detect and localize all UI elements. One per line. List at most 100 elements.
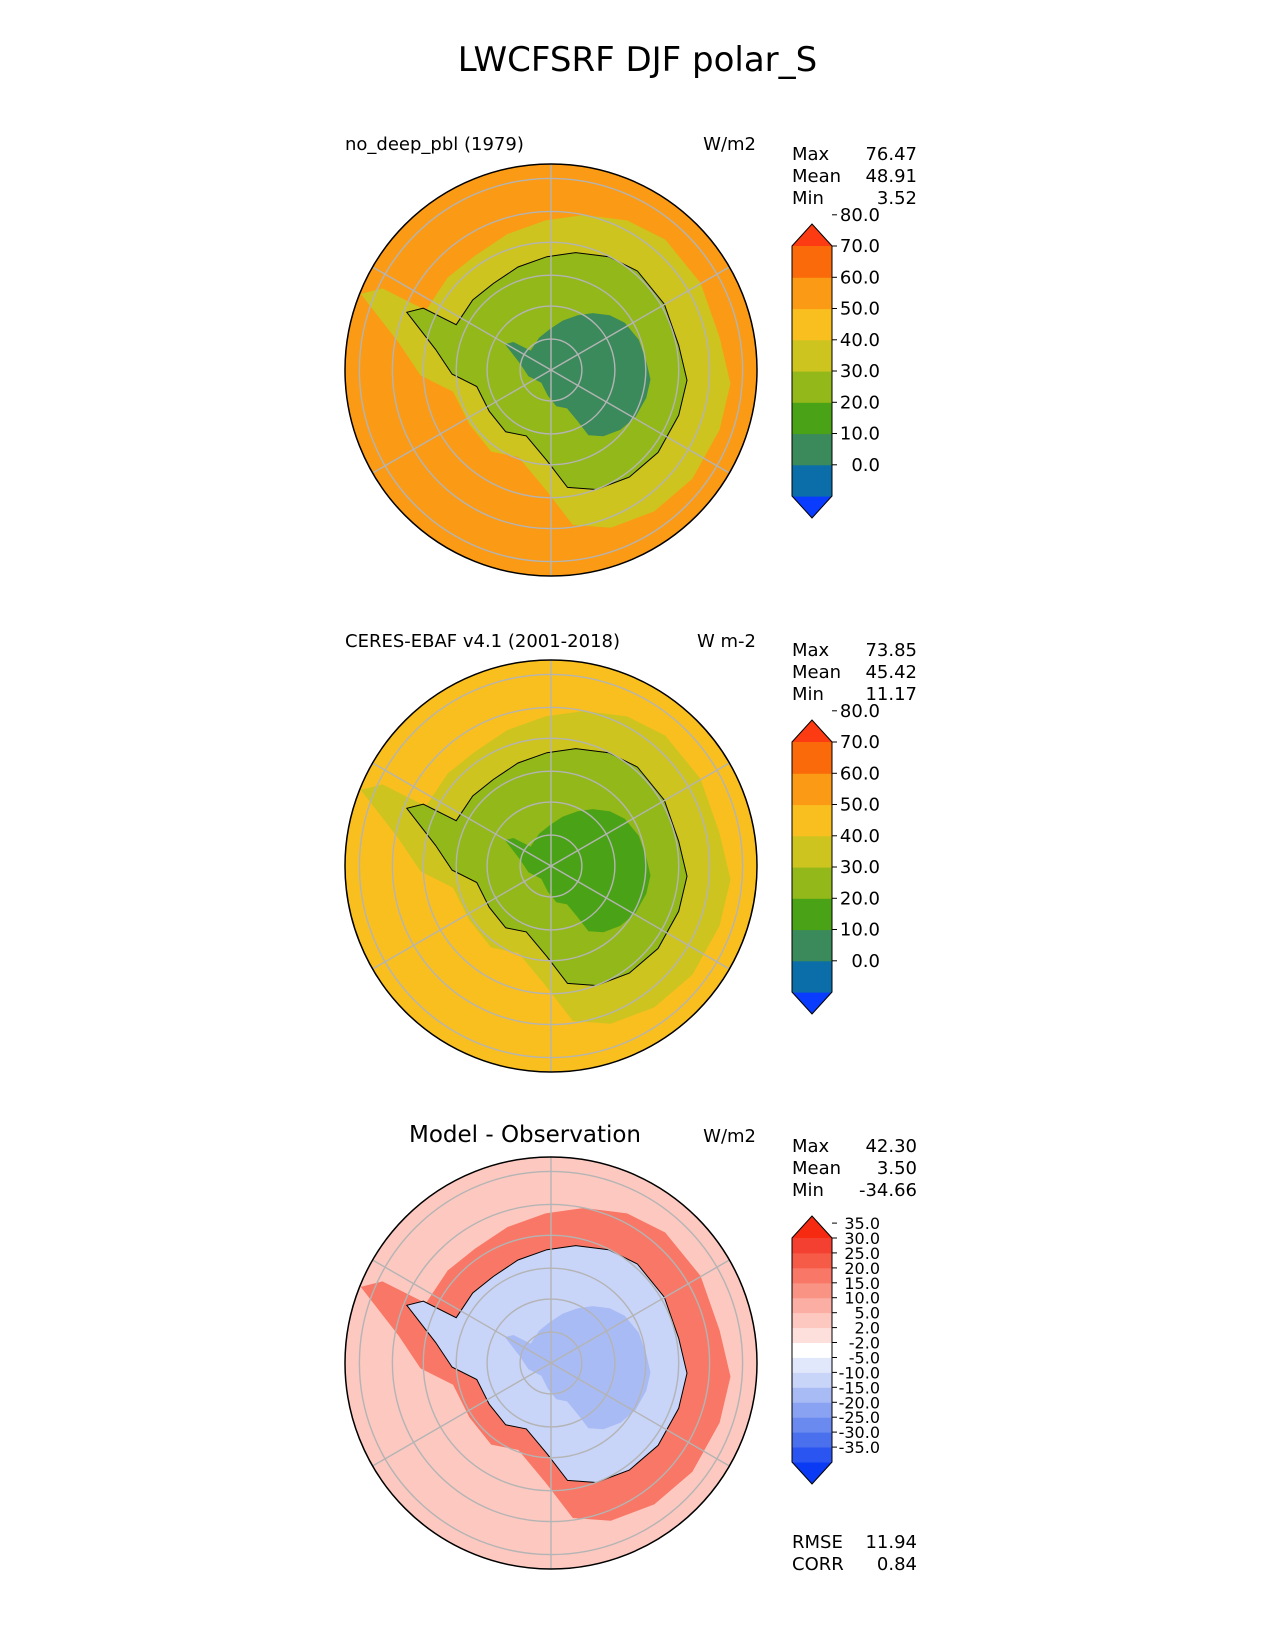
colorbar-tick-label: 50.0 [840, 299, 880, 320]
colorbar-swatch [792, 1252, 832, 1269]
colorbar-swatch [792, 1417, 832, 1433]
colorbar-swatch [792, 867, 832, 899]
stat-label: Mean [792, 662, 842, 683]
colorbar-tick-label: 5.0 [855, 1304, 880, 1323]
colorbar-swatch [792, 1297, 832, 1314]
colorbar-tick-label: 35.0 [844, 1214, 880, 1233]
colorbar-swatch [792, 464, 832, 497]
colorbar-extend-max [792, 1216, 832, 1238]
graticule-meridian [550, 369, 730, 474]
colorbar-tick-label: -10.0 [839, 1363, 880, 1382]
colorbar-tick-label: 20.0 [840, 392, 880, 413]
colorbar-swatch [792, 1342, 832, 1358]
colorbar-swatch [792, 1357, 832, 1373]
zone-east-plateau [504, 1306, 651, 1430]
polar-map-2 [344, 659, 758, 1073]
colorbar-tick-label: 50.0 [840, 795, 880, 816]
map-frame [344, 659, 758, 1073]
colorbar-swatch [792, 277, 832, 310]
colorbar-tick-label: 20.0 [844, 1259, 880, 1278]
colorbar-extend-min [792, 1462, 832, 1484]
stat-label: Min [792, 188, 824, 209]
stat-label: Max [792, 640, 830, 661]
colorbar-swatch [792, 402, 832, 435]
graticule-meridian [550, 865, 730, 970]
graticule-meridian [550, 1259, 730, 1364]
panel2-left-title: CERES-EBAF v4.1 (2001-2018) [345, 631, 621, 652]
colorbar-tick-label: 25.0 [844, 1244, 880, 1263]
metric-label: RMSE [792, 1532, 843, 1553]
colorbar-extend-max [792, 720, 832, 742]
colorbar-swatch [792, 1282, 832, 1299]
metric-label: CORR [792, 1554, 844, 1575]
colorbar-tick-label: 0.0 [851, 455, 880, 476]
polar-map-3 [344, 1156, 758, 1570]
stat-value: 3.52 [876, 188, 917, 209]
panel1-left-title: no_deep_pbl (1979) [345, 134, 524, 155]
colorbar-swatch [792, 1447, 832, 1463]
colorbar-extend-min [792, 496, 832, 518]
colorbar-swatch [792, 1267, 832, 1284]
colorbar-swatch [792, 1312, 832, 1329]
graticule-meridian [372, 369, 552, 474]
panel3-title: Model - Observation [408, 1122, 642, 1148]
colorbar-swatch [792, 1402, 832, 1418]
stat-value: 48.91 [865, 166, 917, 187]
colorbar-tick-label: 40.0 [840, 826, 880, 847]
colorbar-swatch [792, 804, 832, 837]
colorbar-swatch [792, 371, 832, 403]
graticule-meridian [372, 1362, 552, 1467]
panel1-stats: Max 76.47 Mean 48.91 Min 3.52 [792, 144, 917, 210]
stat-label: Max [792, 144, 830, 165]
colorbar-tick-label: 10.0 [840, 920, 880, 941]
colorbar-swatch [792, 1387, 832, 1403]
colorbar-outline [791, 1215, 833, 1485]
stat-value: 42.30 [865, 1136, 917, 1157]
graticule-meridian [372, 762, 552, 867]
colorbar-tick-label: 0.0 [851, 951, 880, 972]
colorbar-tick-label: 20.0 [840, 888, 880, 909]
colorbar-1: 0.0 10.0 20.0 30.0 40.0 50.0 60.0 70.0 80.0 [791, 205, 880, 519]
colorbar-swatch [792, 960, 832, 993]
graticule-meridian [550, 1362, 730, 1467]
colorbar-tick-label: -2.0 [849, 1334, 880, 1353]
colorbar-tick-label: -35.0 [839, 1438, 880, 1457]
stat-label: Mean [792, 166, 842, 187]
panel2-stats: Max 73.85 Mean 45.42 Min 11.17 [792, 640, 917, 706]
colorbar-swatch [792, 1238, 832, 1254]
colorbar-3: -35.0-30.0-25.0-20.0-15.0-10.0-5.0-2.02.… [791, 1214, 880, 1485]
colorbar-swatch [792, 433, 832, 466]
colorbar-swatch [792, 898, 832, 931]
graticule-meridian [372, 1259, 552, 1364]
colorbar-swatch [792, 308, 832, 341]
zone-east-plateau [504, 313, 651, 437]
colorbar-outline [791, 719, 833, 1015]
graticule-meridian [550, 762, 730, 867]
stat-label: Min [792, 684, 824, 705]
colorbar-tick-label: 60.0 [840, 763, 880, 784]
panel3-stats: Max 42.30 Mean 3.50 Min -34.66 [792, 1136, 917, 1202]
colorbar-tick-label: 80.0 [840, 205, 880, 226]
colorbar-swatch [792, 1372, 832, 1388]
graticule-meridian [550, 266, 730, 371]
panel3-units: W/m2 [703, 1126, 756, 1147]
colorbar-tick-label: 70.0 [840, 236, 880, 257]
colorbar-tick-label: 10.0 [844, 1289, 880, 1308]
stat-label: Min [792, 1180, 824, 1201]
colorbar-tick-label: -30.0 [839, 1423, 880, 1442]
stat-value: 76.47 [865, 144, 917, 165]
map-frame [344, 163, 758, 577]
polar-map-1 [344, 163, 758, 577]
colorbar-tick-label: 30.0 [840, 857, 880, 878]
stat-label: Max [792, 1136, 830, 1157]
colorbar-tick-label: 30.0 [840, 361, 880, 382]
colorbar-extend-min [792, 992, 832, 1014]
stat-label: Mean [792, 1158, 842, 1179]
colorbar-swatch [792, 835, 832, 868]
colorbar-tick-label: 10.0 [840, 424, 880, 445]
panel3-metrics: RMSE 11.94 CORR 0.84 [792, 1532, 917, 1576]
map-frame [344, 1156, 758, 1570]
colorbar-swatch [792, 339, 832, 372]
colorbar-swatch [792, 929, 832, 962]
